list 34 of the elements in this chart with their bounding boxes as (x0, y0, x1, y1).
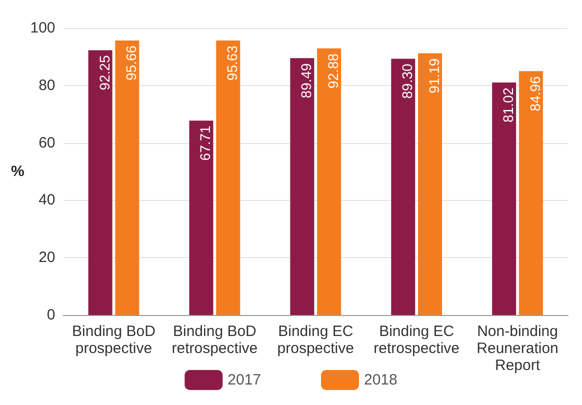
bar (418, 53, 442, 315)
data-label: 95.63 (224, 45, 240, 81)
bar (115, 40, 140, 315)
bar (88, 50, 112, 315)
legend-label: 2018 (364, 372, 398, 388)
y-tick-label: 80 (38, 76, 56, 94)
bar (518, 71, 543, 315)
y-tick-label: 100 (30, 20, 56, 36)
bar (317, 48, 342, 315)
data-label: 67.71 (197, 125, 214, 161)
data-label: 89.30 (399, 64, 416, 99)
bar (290, 58, 314, 315)
bar (189, 120, 214, 315)
data-label: 95.66 (123, 45, 140, 81)
x-tick-label: Binding EC prospective (277, 323, 354, 357)
data-label: 91.19 (426, 58, 442, 94)
data-label: 84.96 (526, 76, 543, 112)
y-axis-title: % (10, 163, 24, 180)
x-tick-label: Non-binding Reuneration Report (476, 323, 558, 374)
data-label: 92.88 (325, 53, 342, 88)
bar (492, 82, 516, 315)
y-tick-label: 60 (38, 134, 56, 152)
data-label: 89.49 (298, 62, 314, 98)
x-tick-label: Binding EC retrospective (374, 323, 460, 357)
data-label: 92.25 (96, 55, 112, 90)
y-tick-label: 40 (38, 192, 56, 209)
data-label: 81.02 (500, 87, 516, 123)
x-tick-label: Binding BoD retrospective (172, 323, 258, 357)
x-tick-label: Binding BoD prospective (72, 323, 156, 357)
bar (391, 58, 416, 315)
y-tick-label: 20 (38, 249, 56, 266)
bar (216, 40, 240, 315)
y-tick-label: 0 (46, 306, 56, 324)
legend-label: 2017 (228, 372, 262, 388)
